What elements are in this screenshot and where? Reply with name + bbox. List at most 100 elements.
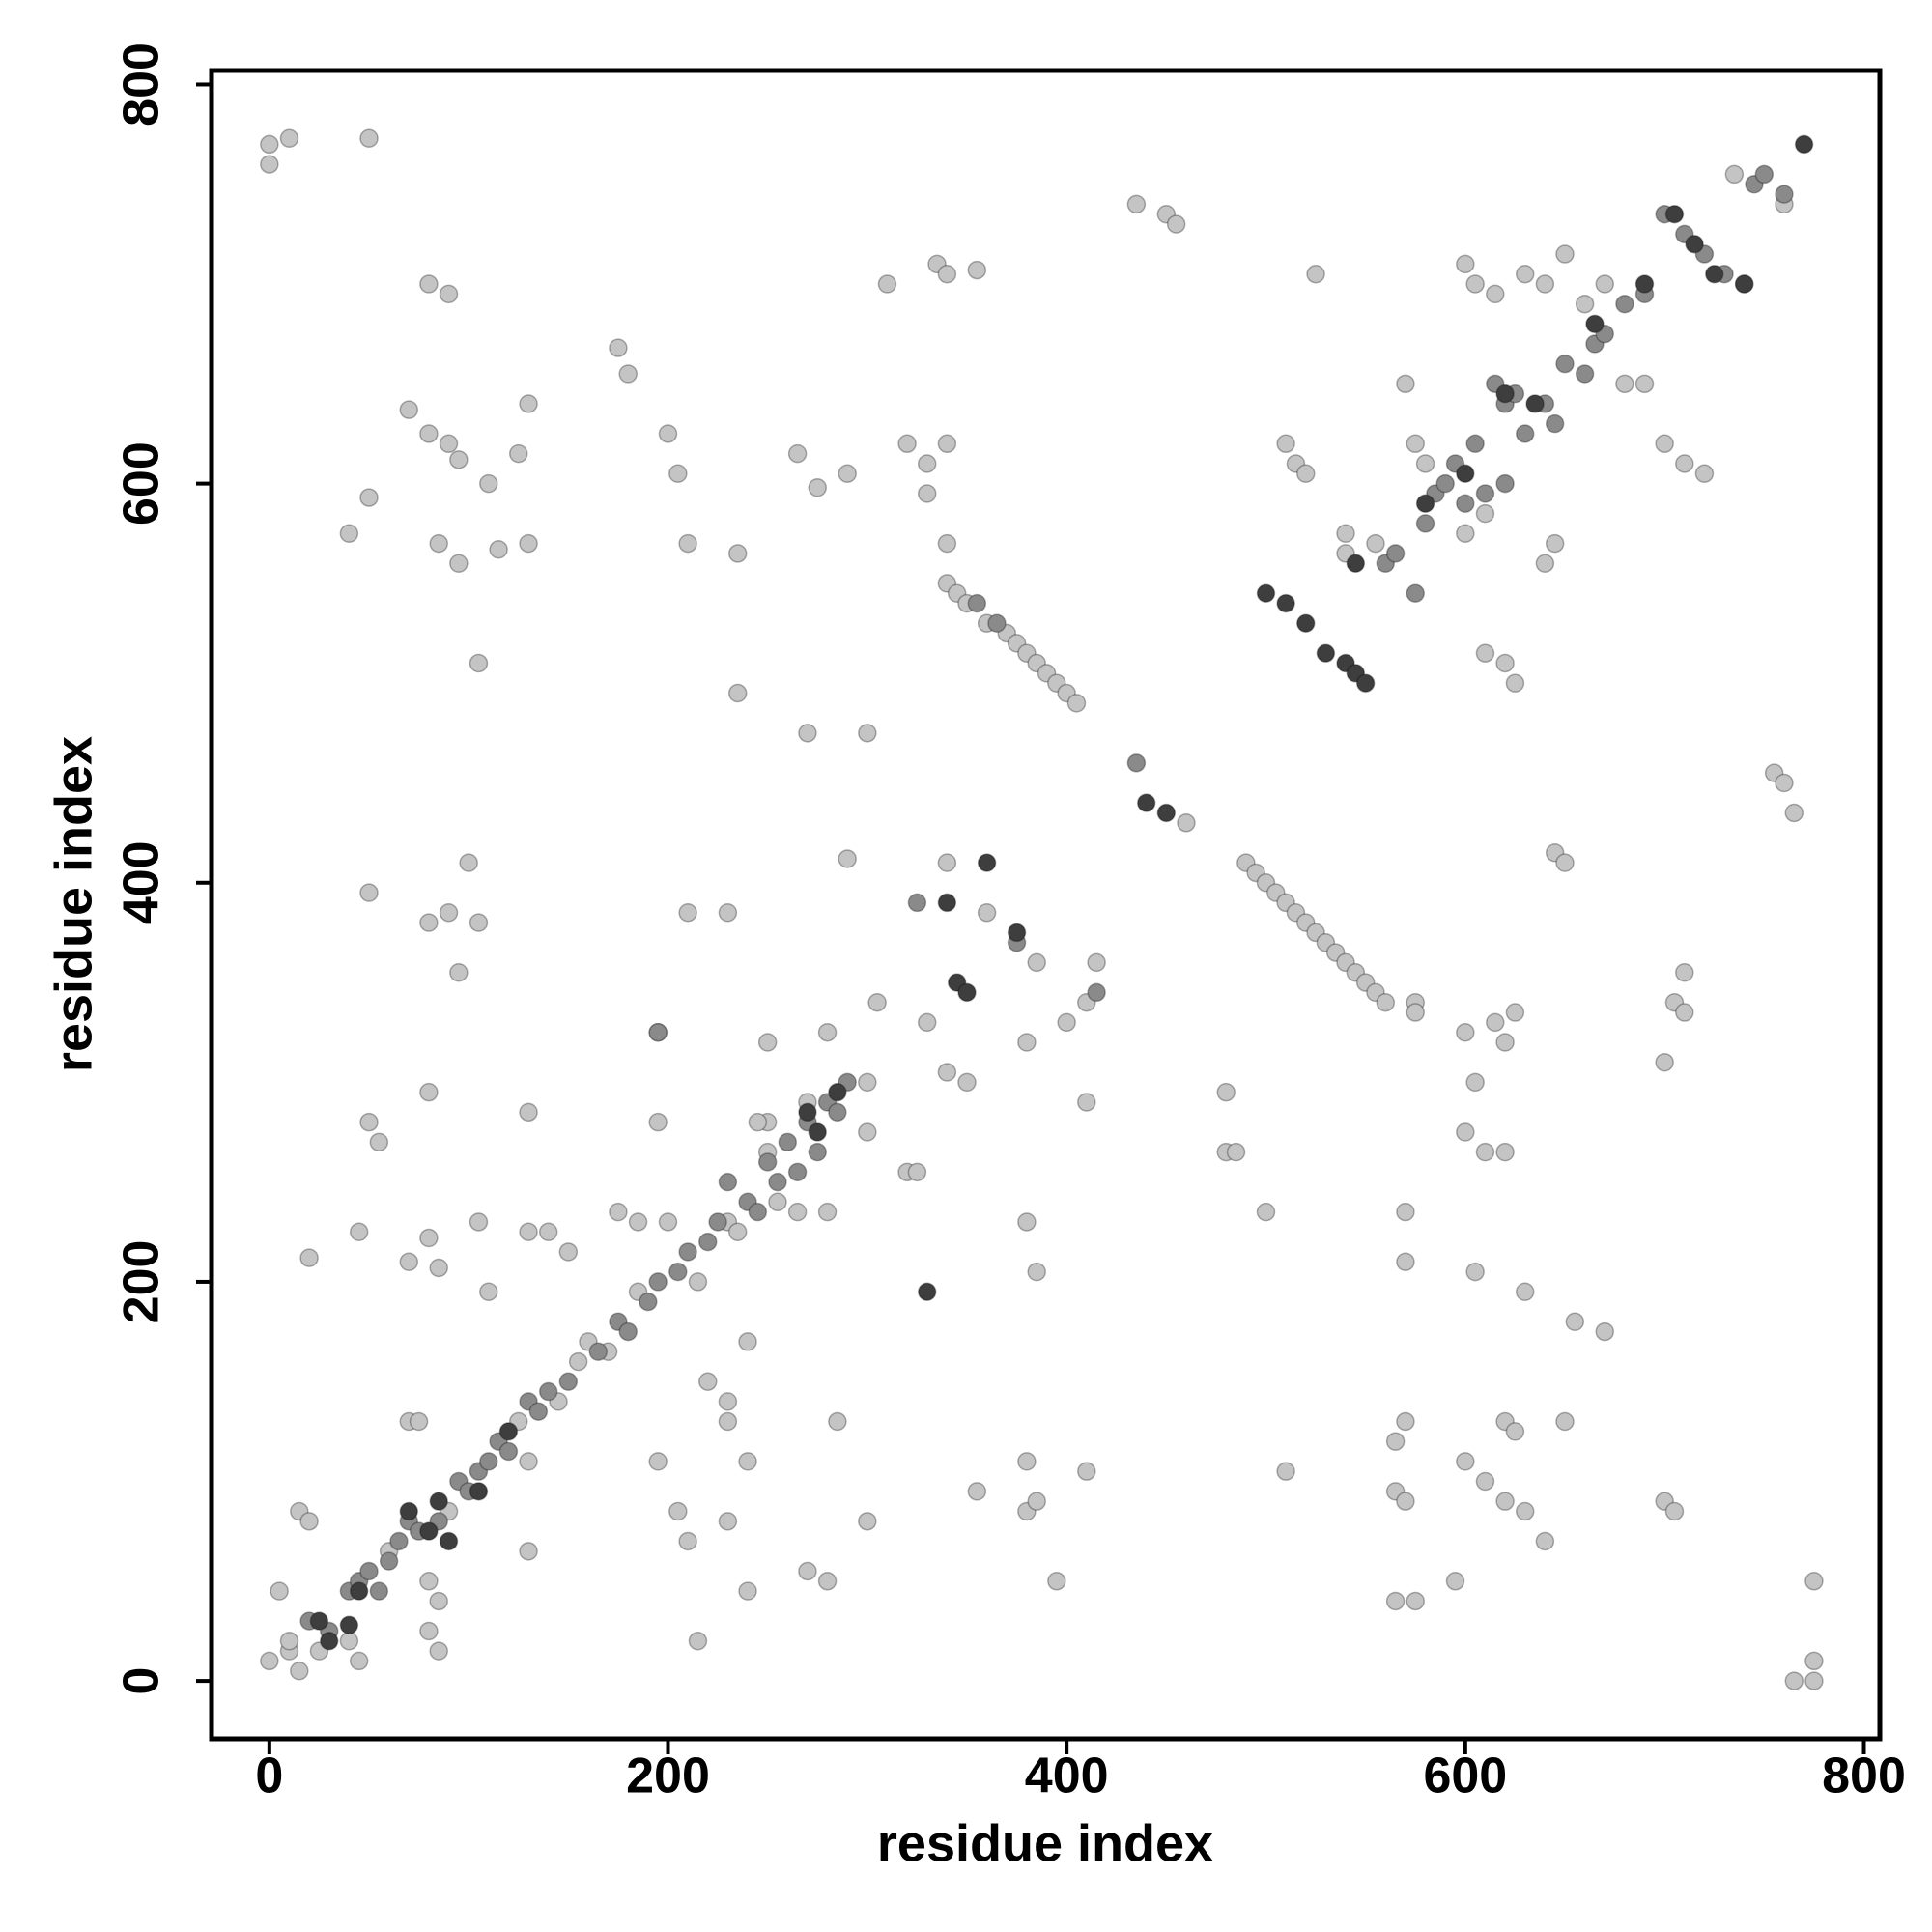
point <box>449 450 469 469</box>
point <box>1396 1202 1415 1222</box>
point <box>1486 1012 1505 1033</box>
point <box>937 533 957 554</box>
point <box>838 849 857 868</box>
point <box>828 1411 847 1432</box>
point <box>907 893 927 913</box>
point <box>429 1641 448 1661</box>
point <box>260 1651 279 1671</box>
x-tick-label: 600 <box>1423 1748 1507 1804</box>
point <box>1456 494 1475 514</box>
point <box>698 1232 718 1252</box>
point <box>1415 494 1435 514</box>
point <box>1136 793 1156 812</box>
point <box>359 488 379 507</box>
point <box>1366 533 1385 554</box>
point <box>1495 1492 1515 1511</box>
point <box>718 1411 738 1432</box>
point <box>757 1033 778 1052</box>
point <box>439 434 459 454</box>
point <box>1655 1052 1674 1072</box>
point <box>1027 1262 1046 1282</box>
point <box>1406 1003 1425 1022</box>
point <box>977 853 997 872</box>
point <box>1525 394 1545 413</box>
point <box>469 913 489 932</box>
point <box>718 903 738 923</box>
point <box>718 1512 738 1531</box>
point <box>1505 1003 1525 1022</box>
point <box>1385 1432 1406 1451</box>
point <box>1704 264 1724 284</box>
point <box>1057 1012 1076 1033</box>
point <box>1794 134 1814 155</box>
point <box>1595 1321 1615 1342</box>
point <box>1664 1501 1685 1521</box>
point <box>389 1531 409 1551</box>
point <box>538 1222 558 1242</box>
point <box>419 1082 439 1102</box>
point <box>678 1242 697 1262</box>
point <box>1256 583 1276 603</box>
point <box>449 554 469 573</box>
point <box>1445 1572 1465 1591</box>
point <box>1675 962 1694 982</box>
point <box>787 443 808 464</box>
point <box>299 1248 319 1267</box>
point <box>1535 554 1555 573</box>
point <box>609 338 628 357</box>
point <box>1385 544 1406 563</box>
point <box>1346 554 1366 573</box>
point <box>1515 1282 1535 1302</box>
point <box>708 1212 727 1232</box>
point <box>768 1192 787 1212</box>
point <box>1475 1142 1495 1162</box>
point <box>469 1212 489 1232</box>
point <box>1495 473 1515 494</box>
point <box>1017 1212 1037 1232</box>
point <box>1634 374 1655 394</box>
point <box>817 1022 838 1042</box>
point <box>1166 214 1186 234</box>
point <box>558 1242 579 1262</box>
point <box>1575 364 1595 384</box>
point <box>907 1162 927 1182</box>
point <box>858 1512 877 1531</box>
point <box>519 1452 538 1471</box>
point <box>639 1292 658 1312</box>
point <box>808 1122 827 1142</box>
point <box>1396 374 1415 394</box>
point <box>419 1521 439 1541</box>
point <box>419 424 439 443</box>
point <box>1007 923 1027 943</box>
point <box>419 913 439 932</box>
point <box>429 1492 448 1511</box>
point <box>727 544 748 563</box>
point <box>768 1172 787 1192</box>
point <box>509 443 528 464</box>
point <box>349 1651 369 1671</box>
point <box>1664 204 1685 224</box>
point <box>1495 384 1515 404</box>
point <box>1685 234 1704 254</box>
point <box>1456 1452 1475 1471</box>
point <box>817 1202 838 1222</box>
point <box>828 1082 847 1102</box>
point <box>828 1102 847 1122</box>
point <box>1475 503 1495 524</box>
point <box>319 1632 339 1651</box>
point <box>1804 1671 1824 1690</box>
point <box>538 1381 558 1402</box>
point <box>279 1632 299 1651</box>
point <box>369 1581 389 1601</box>
point <box>1077 1462 1096 1481</box>
point <box>1456 464 1475 484</box>
point <box>1615 374 1634 394</box>
point <box>399 1252 419 1272</box>
point <box>917 1012 937 1033</box>
point <box>1126 753 1147 773</box>
point <box>339 1632 359 1651</box>
point <box>1177 813 1196 833</box>
point <box>1435 473 1455 494</box>
point <box>1296 613 1316 633</box>
point <box>798 724 817 743</box>
